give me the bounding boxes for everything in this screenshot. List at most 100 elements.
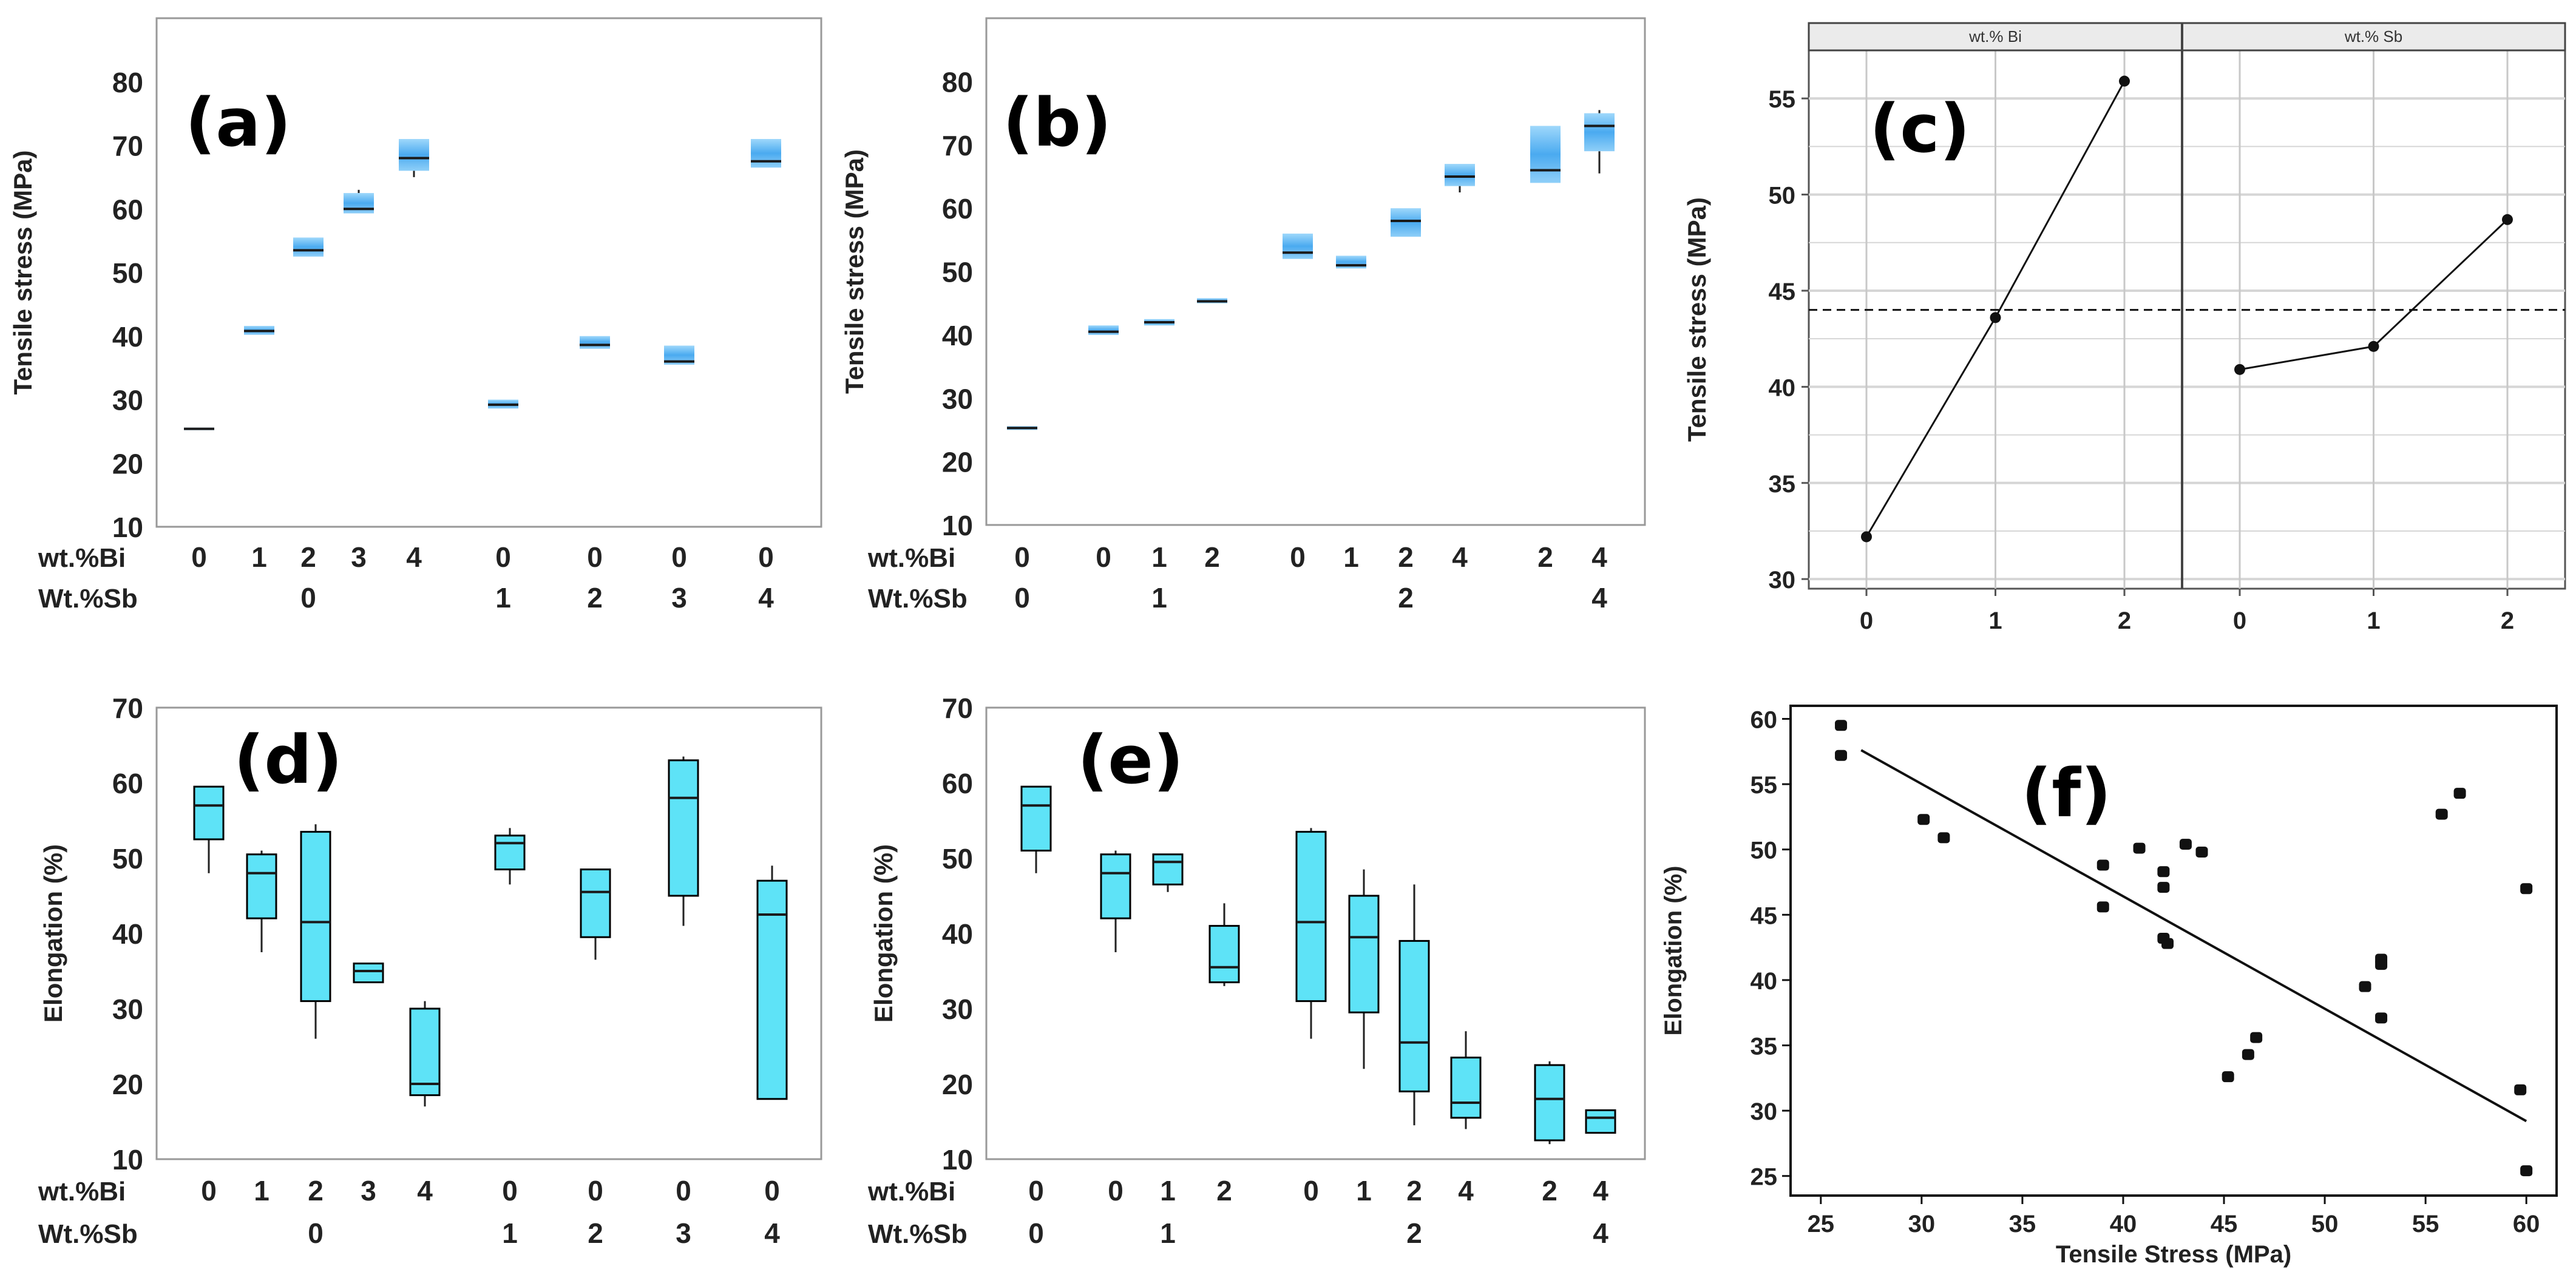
x-tick-bi: 0 <box>764 1175 780 1206</box>
x-tick-label: 2 <box>2501 607 2514 634</box>
box-iqr <box>193 785 225 841</box>
box-group <box>488 399 518 409</box>
x-tick-bi: 3 <box>361 1175 376 1206</box>
x-tick-sb: 1 <box>1151 582 1167 614</box>
box-group <box>399 139 429 177</box>
data-point <box>1835 750 1848 761</box>
x-tick-bi: 2 <box>308 1175 324 1206</box>
data-point <box>1937 832 1950 844</box>
box-group <box>1152 853 1184 892</box>
data-point <box>2222 1071 2234 1083</box>
y-tick-label: 60 <box>1751 707 1778 734</box>
y-tick-label: 70 <box>942 692 973 724</box>
x-tick-sb: 1 <box>495 582 511 614</box>
x-tick-label: 1 <box>2367 607 2380 634</box>
box-iqr <box>1295 831 1327 1003</box>
facet-title: wt.% Sb <box>2344 27 2402 46</box>
data-point <box>2514 1084 2527 1095</box>
box-group <box>244 325 274 335</box>
y-tick-label: 70 <box>112 130 143 162</box>
data-point <box>1861 531 1872 543</box>
plot-frame <box>155 706 822 1160</box>
box-iqr <box>1088 325 1119 335</box>
box-group <box>1398 884 1430 1126</box>
data-point <box>2234 364 2245 375</box>
data-point <box>2250 1032 2263 1043</box>
x-tick-label: 1 <box>1988 607 2002 634</box>
box-group <box>580 868 611 960</box>
box-group <box>1585 1109 1616 1134</box>
y-tick-label: 35 <box>1751 1034 1778 1060</box>
x-tick-bi: 2 <box>1406 1175 1422 1206</box>
x-tick-sb: 1 <box>1160 1217 1176 1249</box>
data-point <box>2195 847 2208 858</box>
row-label-sb: Wt.%Sb <box>38 584 138 614</box>
plot-frame <box>155 17 822 528</box>
y-axis-label: Elongation (%) <box>39 844 67 1023</box>
data-point <box>1990 312 2001 323</box>
y-axis-label: Elongation (%) <box>869 844 898 1023</box>
panel-label: (b) <box>1003 84 1111 161</box>
box-iqr <box>1450 1057 1482 1119</box>
x-tick-bi: 0 <box>676 1175 691 1206</box>
box-group <box>344 189 374 214</box>
y-tick-label: 10 <box>942 1144 973 1176</box>
box-group <box>300 824 331 1039</box>
x-tick-label: 30 <box>1908 1211 1936 1237</box>
data-point <box>2161 938 2174 949</box>
box-group <box>1007 426 1037 430</box>
x-tick-bi: 0 <box>1290 541 1306 573</box>
panel-label: (d) <box>234 721 342 799</box>
x-tick-bi: 2 <box>1537 541 1553 573</box>
x-tick-bi: 0 <box>1303 1175 1319 1206</box>
row-label-bi: wt.%Bi <box>38 543 126 573</box>
y-tick-label: 60 <box>942 193 973 225</box>
x-tick-sb: 0 <box>300 582 316 614</box>
x-tick-bi: 2 <box>1542 1175 1557 1206</box>
y-tick-label: 20 <box>112 1069 143 1100</box>
y-axis-label: Tensile stress (MPa) <box>840 149 869 394</box>
x-tick-bi: 4 <box>1458 1175 1474 1206</box>
box-group <box>1450 1031 1482 1129</box>
data-point <box>2520 1165 2533 1177</box>
box-iqr <box>1208 925 1240 984</box>
row-label-bi: wt.%Bi <box>867 543 955 573</box>
y-tick-label: 20 <box>942 1069 973 1100</box>
box-iqr <box>246 853 277 919</box>
y-tick-label: 30 <box>1769 567 1796 594</box>
x-tick-sb: 0 <box>1028 1217 1044 1249</box>
box-iqr <box>1283 233 1313 259</box>
box-iqr <box>1585 1109 1616 1134</box>
y-tick-label: 60 <box>942 768 973 799</box>
box-iqr <box>1530 126 1561 183</box>
y-tick-label: 50 <box>1769 183 1796 209</box>
x-tick-bi: 1 <box>254 1175 269 1206</box>
box-iqr <box>580 336 610 349</box>
x-tick-label: 0 <box>2233 607 2246 634</box>
y-tick-label: 80 <box>112 67 143 98</box>
box-iqr <box>1336 255 1366 269</box>
box-iqr <box>344 193 374 214</box>
data-point <box>2179 839 2192 850</box>
chart-panel-c: wt.% Bi 0 1 2 wt.% Sb 0 1 2 30 35 40 45 50 55 Tensile … <box>1683 22 2566 634</box>
y-axis-label: Tensile stress (MPa) <box>1683 197 1711 442</box>
box-group <box>1534 1061 1565 1145</box>
x-tick-bi: 0 <box>502 1175 518 1206</box>
box-iqr <box>580 868 611 938</box>
x-axis-label: Tensile Stress (MPa) <box>2056 1241 2291 1268</box>
box-iqr <box>399 139 429 171</box>
x-tick-sb: 1 <box>502 1217 518 1249</box>
x-tick-bi: 2 <box>1398 541 1414 573</box>
x-tick-bi: 4 <box>1593 1175 1608 1206</box>
y-tick-label: 60 <box>112 194 143 225</box>
x-tick-bi: 0 <box>495 541 511 573</box>
x-tick-sb: 2 <box>588 1217 603 1249</box>
plot-frame <box>985 17 1646 526</box>
x-tick-bi: 2 <box>1216 1175 1232 1206</box>
box-group <box>1020 785 1052 873</box>
box-iqr <box>1445 164 1475 186</box>
box-group <box>409 1001 441 1107</box>
box-group <box>668 756 699 926</box>
